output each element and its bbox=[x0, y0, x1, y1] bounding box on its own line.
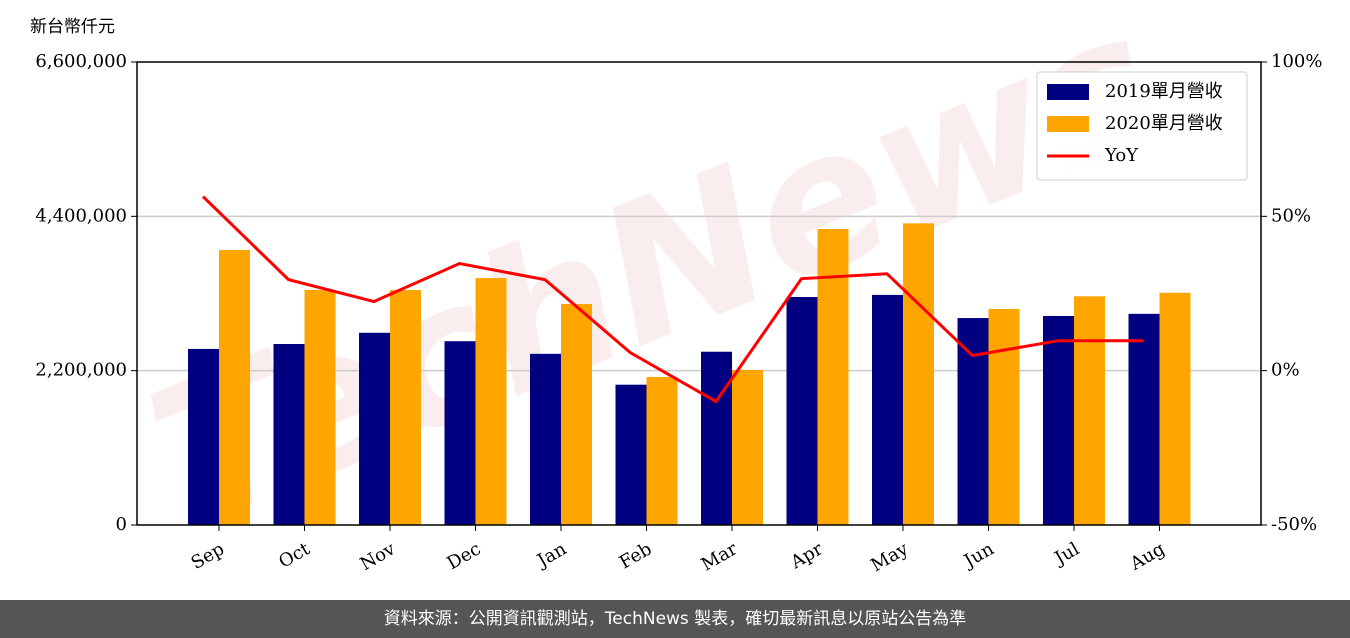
bar bbox=[561, 304, 592, 525]
y2-tick-label: 100% bbox=[1271, 51, 1322, 72]
bar bbox=[1043, 315, 1074, 525]
y-tick-label: 4,400,000 bbox=[35, 205, 127, 226]
y2-tick-label: 50% bbox=[1271, 205, 1311, 226]
chart-title: 新台幣仟元 bbox=[30, 17, 115, 37]
bar bbox=[817, 228, 849, 525]
bar bbox=[786, 297, 818, 525]
bar bbox=[701, 351, 732, 525]
bar bbox=[903, 223, 934, 525]
bar bbox=[1159, 292, 1191, 525]
legend-box bbox=[1036, 71, 1248, 181]
legend-label: 2020單月營收 bbox=[1105, 113, 1223, 134]
bar bbox=[988, 308, 1020, 525]
bar bbox=[390, 289, 421, 525]
legend-label: YoY bbox=[1104, 145, 1139, 166]
x-tick-label: Dec bbox=[444, 538, 485, 574]
line bbox=[201, 195, 1144, 404]
x-tick-label: Oct bbox=[275, 538, 314, 573]
bar bbox=[957, 318, 989, 525]
bar bbox=[1074, 296, 1105, 525]
x-tick-label: Apr bbox=[786, 538, 826, 573]
y-tick-label: 2,200,000 bbox=[35, 360, 127, 381]
footer: 資料來源：公開資訊觀測站，TechNews 製表，確切最新訊息以原站公告為準 bbox=[0, 600, 1350, 638]
bar bbox=[1128, 313, 1160, 525]
x-tick-label: Mar bbox=[698, 538, 742, 575]
legend-swatch bbox=[1047, 116, 1089, 132]
x-tick-label: Jan bbox=[532, 538, 570, 572]
bar bbox=[304, 289, 336, 525]
y-tick-label: 0 bbox=[116, 514, 127, 535]
x-tick-label: Nov bbox=[357, 538, 400, 575]
bar bbox=[444, 341, 476, 525]
plot-frame bbox=[136, 61, 1262, 526]
x-tick-label: Jun bbox=[959, 538, 998, 573]
bar bbox=[359, 332, 390, 525]
bar bbox=[872, 294, 903, 525]
bar bbox=[188, 348, 219, 525]
bar bbox=[646, 376, 678, 525]
x-tick-label: Aug bbox=[1126, 538, 1169, 575]
legend-label: 2019單月營收 bbox=[1105, 81, 1223, 102]
bar bbox=[219, 250, 250, 526]
x-tick-label: Jul bbox=[1049, 538, 1083, 570]
y2-tick-label: -50% bbox=[1271, 514, 1317, 535]
legend-swatch bbox=[1047, 84, 1089, 100]
chart: 新台幣仟元 TechNews 02,200,0004,400,0006,600,… bbox=[30, 0, 1322, 576]
y2-tick-label: 0% bbox=[1271, 360, 1300, 381]
bar bbox=[732, 369, 763, 525]
bar bbox=[615, 384, 647, 525]
bar bbox=[475, 278, 507, 525]
x-tick-label: Feb bbox=[616, 538, 656, 573]
bar bbox=[530, 353, 561, 525]
y-tick-label: 6,600,000 bbox=[35, 51, 127, 72]
x-tick-label: May bbox=[867, 538, 912, 576]
bar bbox=[273, 344, 305, 525]
